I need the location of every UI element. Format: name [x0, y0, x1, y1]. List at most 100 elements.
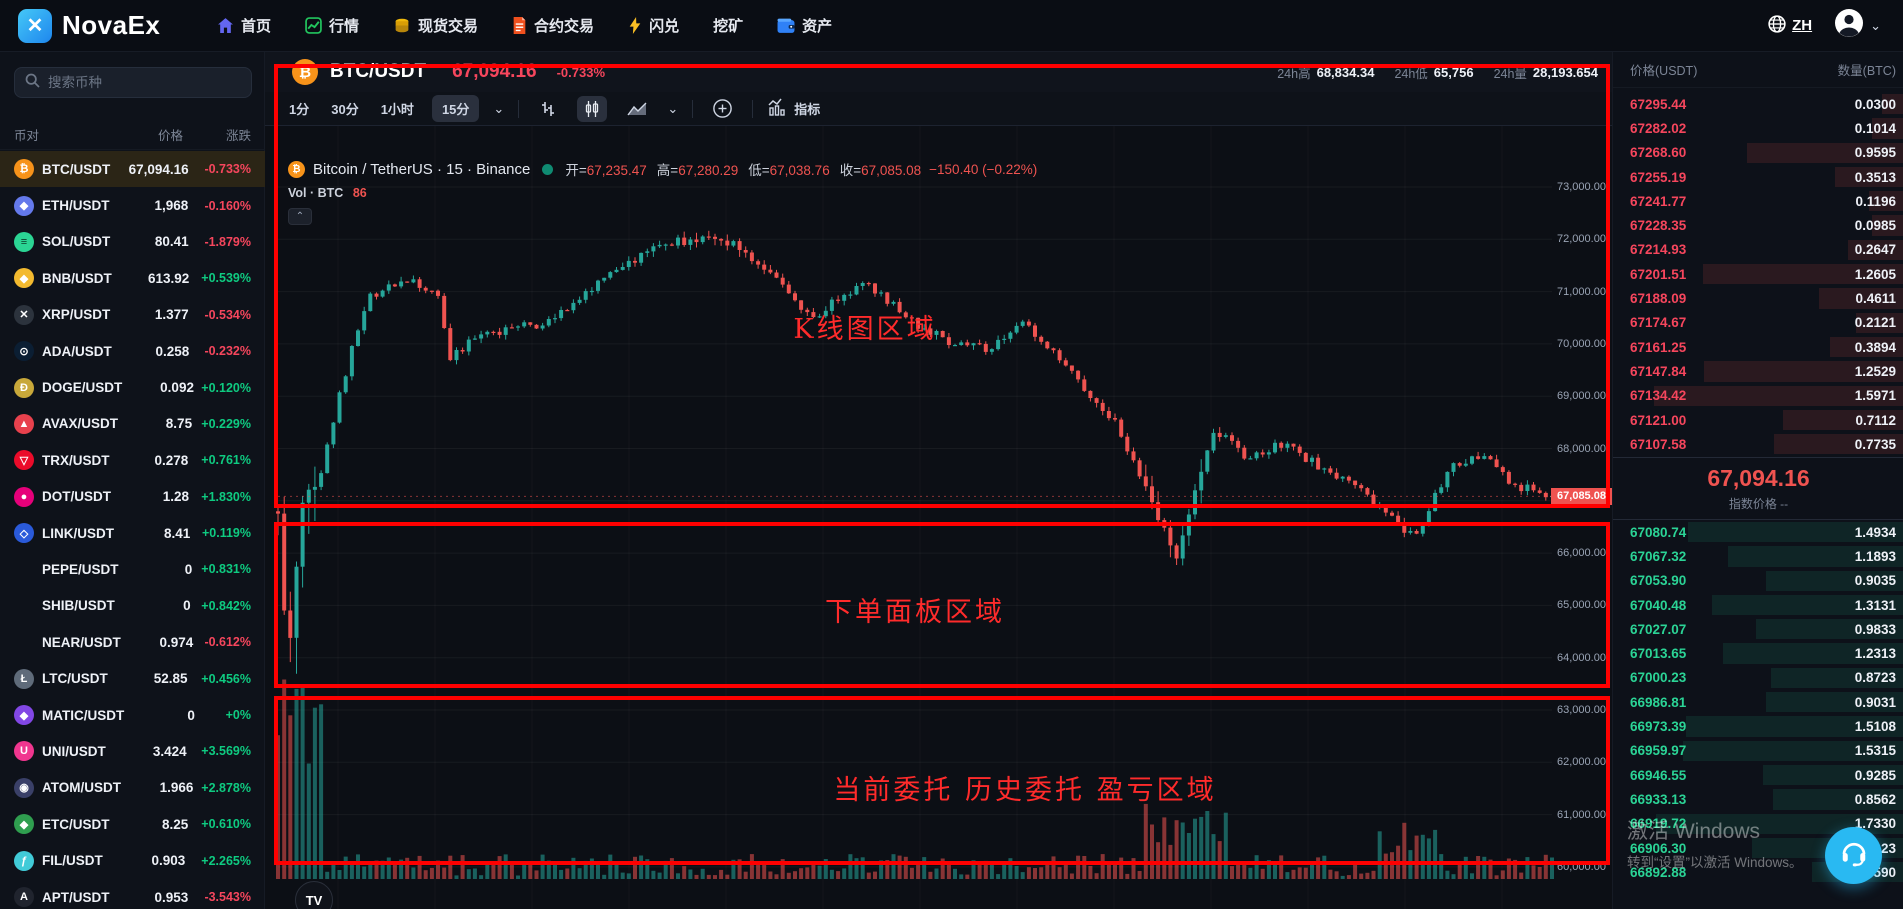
order-price: 67053.90 — [1630, 573, 1687, 589]
nav-item-home[interactable]: 首页 — [217, 15, 271, 36]
search-input[interactable] — [48, 75, 241, 90]
interval-1m[interactable]: 1分 — [289, 102, 310, 117]
nav-item-assets[interactable]: 资产 — [777, 15, 832, 36]
pair-row[interactable]: ₿ BTC/USDT 67,094.16 -0.733% — [0, 151, 265, 188]
order-price: 67268.60 — [1630, 145, 1687, 161]
bid-row[interactable]: 67013.65 1.2313 — [1613, 641, 1903, 665]
order-price: 67188.09 — [1630, 291, 1687, 307]
interval-30m[interactable]: 30分 — [331, 102, 359, 117]
nav-label: 合约交易 — [534, 18, 595, 35]
chevron-down-icon[interactable]: ⌄ — [667, 100, 679, 116]
pair-row[interactable]: ▽ TRX/USDT 0.278 +0.761% — [0, 442, 265, 478]
bid-row[interactable]: 66933.13 0.8562 — [1613, 787, 1903, 811]
pair-row[interactable]: ● DOT/USDT 1.28 +1.830% — [0, 479, 265, 515]
collapse-legend-button[interactable]: ⌃ — [288, 208, 312, 225]
pair-row[interactable]: Ł LTC/USDT 52.85 +0.456% — [0, 660, 265, 696]
pair-row[interactable]: ≡ SOL/USDT 80.41 -1.879% — [0, 224, 265, 260]
indicator-label: 指标 — [794, 102, 821, 117]
brand-logo[interactable]: ✕ NovaEx — [18, 8, 203, 43]
nav-item-spot[interactable]: 现货交易 — [393, 15, 478, 36]
y-axis-label: 62,000.00 — [1557, 756, 1606, 769]
last-price: 67,094.16 — [452, 61, 537, 82]
ask-row[interactable]: 67107.58 0.7735 — [1613, 432, 1903, 456]
area-chart-icon[interactable] — [621, 96, 653, 122]
bid-row[interactable]: 67027.07 0.9833 — [1613, 617, 1903, 641]
pair-row[interactable]: ◆ BNB/USDT 613.92 +0.539% — [0, 260, 265, 296]
ask-row[interactable]: 67188.09 0.4611 — [1613, 286, 1903, 310]
chevron-down-icon[interactable]: ⌄ — [493, 100, 505, 116]
ask-row[interactable]: 67282.02 0.1014 — [1613, 116, 1903, 140]
pair-row[interactable]: ◉ ATOM/USDT 1.966 +2.878% — [0, 770, 265, 806]
pair-row[interactable]: ◇ LINK/USDT 8.41 +0.119% — [0, 515, 265, 551]
ask-row[interactable]: 67174.67 0.2121 — [1613, 311, 1903, 335]
ask-row[interactable]: 67295.44 0.0300 — [1613, 92, 1903, 116]
order-amount: 1.5108 — [1854, 719, 1896, 735]
pair-row[interactable]: ◆ ETC/USDT 8.25 +0.610% — [0, 806, 265, 842]
order-amount: 1.2313 — [1854, 646, 1896, 662]
candlestick-chart[interactable]: ₿ Bitcoin / TetherUS · 15 · Binance 开=67… — [265, 126, 1612, 909]
nav-item-markets[interactable]: 行情 — [305, 15, 359, 36]
pair-row[interactable]: ƒ FIL/USDT 0.903 +2.265% — [0, 842, 265, 878]
ask-row[interactable]: 67134.42 1.5971 — [1613, 384, 1903, 408]
pair-row[interactable]: PEPE/USDT 0 +0.831% — [0, 551, 265, 587]
avatar-icon — [1834, 8, 1864, 43]
bid-row[interactable]: 67000.23 0.8723 — [1613, 666, 1903, 690]
ask-row[interactable]: 67201.51 1.2605 — [1613, 262, 1903, 286]
bid-row[interactable]: 67080.74 1.4934 — [1613, 520, 1903, 544]
order-price: 67255.19 — [1630, 169, 1687, 185]
pair-change: +3.569% — [201, 744, 251, 759]
order-amount: 0.2647 — [1854, 242, 1896, 258]
tradingview-logo[interactable]: TV — [295, 881, 333, 909]
interval-1h[interactable]: 1小时 — [380, 102, 414, 117]
pair-row[interactable]: U UNI/USDT 3.424 +3.569% — [0, 733, 265, 769]
bid-row[interactable]: 66946.55 0.9285 — [1613, 763, 1903, 787]
nav-item-swap[interactable]: 闪兑 — [628, 15, 679, 36]
pair-row[interactable]: A APT/USDT 0.953 -3.543% — [0, 879, 265, 909]
depth-bar — [1711, 594, 1903, 616]
ask-row[interactable]: 67255.19 0.3513 — [1613, 165, 1903, 189]
bars-chart-icon[interactable] — [533, 96, 563, 122]
support-chat-button[interactable] — [1825, 827, 1882, 884]
account-menu[interactable]: ⌄ — [1834, 8, 1881, 43]
pair-symbol: LINK/USDT — [42, 525, 114, 541]
pair-row[interactable]: ◆ ETH/USDT 1,968 -0.160% — [0, 187, 265, 223]
compare-plus-icon[interactable] — [707, 95, 738, 122]
btc-icon: ₿ — [288, 160, 305, 178]
bid-row[interactable]: 67067.32 1.1893 — [1613, 544, 1903, 568]
pair-row[interactable]: ✕ XRP/USDT 1.377 -0.534% — [0, 297, 265, 333]
pair-row[interactable]: Ð DOGE/USDT 0.092 +0.120% — [0, 369, 265, 405]
ask-row[interactable]: 67214.93 0.2647 — [1613, 238, 1903, 262]
pair-row[interactable]: ▲ AVAX/USDT 8.75 +0.229% — [0, 406, 265, 442]
pair-row[interactable]: NEAR/USDT 0.974 -0.612% — [0, 624, 265, 660]
pair-change: -0.232% — [204, 344, 251, 359]
top-navbar: ✕ NovaEx 首页 行情 现货交易 合约交易 闪兑 — [0, 0, 1903, 52]
ask-row[interactable]: 67228.35 0.0985 — [1613, 213, 1903, 237]
interval-15m-selected[interactable]: 15分 — [431, 95, 480, 122]
indicators-button[interactable]: 指标 — [767, 98, 820, 119]
nav-item-mining[interactable]: 挖矿 — [713, 15, 743, 36]
bid-row[interactable]: 66959.97 1.5315 — [1613, 739, 1903, 763]
order-amount: 0.0985 — [1854, 218, 1896, 234]
markets-sidebar: 币对 价格 涨跌 ₿ BTC/USDT 67,094.16 -0.733% ◆ ETH/U… — [0, 52, 265, 909]
language-label: ZH — [1792, 17, 1813, 34]
pair-symbol: ETC/USDT — [42, 816, 110, 832]
order-price: 67214.93 — [1630, 242, 1687, 258]
ask-row[interactable]: 67121.00 0.7112 — [1613, 408, 1903, 432]
language-switcher[interactable]: ZH — [1768, 14, 1813, 37]
nav-item-futures[interactable]: 合约交易 — [512, 15, 594, 36]
pair-row[interactable]: ◆ MATIC/USDT 0 +0% — [0, 697, 265, 733]
pair-change: -0.612% — [204, 635, 251, 650]
search-box[interactable] — [14, 67, 252, 98]
ask-row[interactable]: 67161.25 0.3894 — [1613, 335, 1903, 359]
pair-row[interactable]: SHIB/USDT 0 +0.842% — [0, 588, 265, 624]
ask-row[interactable]: 67147.84 1.2529 — [1613, 359, 1903, 383]
y-axis-label: 68,000.00 — [1557, 442, 1606, 455]
bid-row[interactable]: 67053.90 0.9035 — [1613, 569, 1903, 593]
ask-row[interactable]: 67268.60 0.9595 — [1613, 141, 1903, 165]
pair-row[interactable]: ⊙ ADA/USDT 0.258 -0.232% — [0, 333, 265, 369]
candles-chart-icon[interactable] — [577, 95, 608, 122]
bid-row[interactable]: 66986.81 0.9031 — [1613, 690, 1903, 714]
bid-row[interactable]: 67040.48 1.3131 — [1613, 593, 1903, 617]
bid-row[interactable]: 66973.39 1.5108 — [1613, 714, 1903, 738]
ask-row[interactable]: 67241.77 0.1196 — [1613, 189, 1903, 213]
